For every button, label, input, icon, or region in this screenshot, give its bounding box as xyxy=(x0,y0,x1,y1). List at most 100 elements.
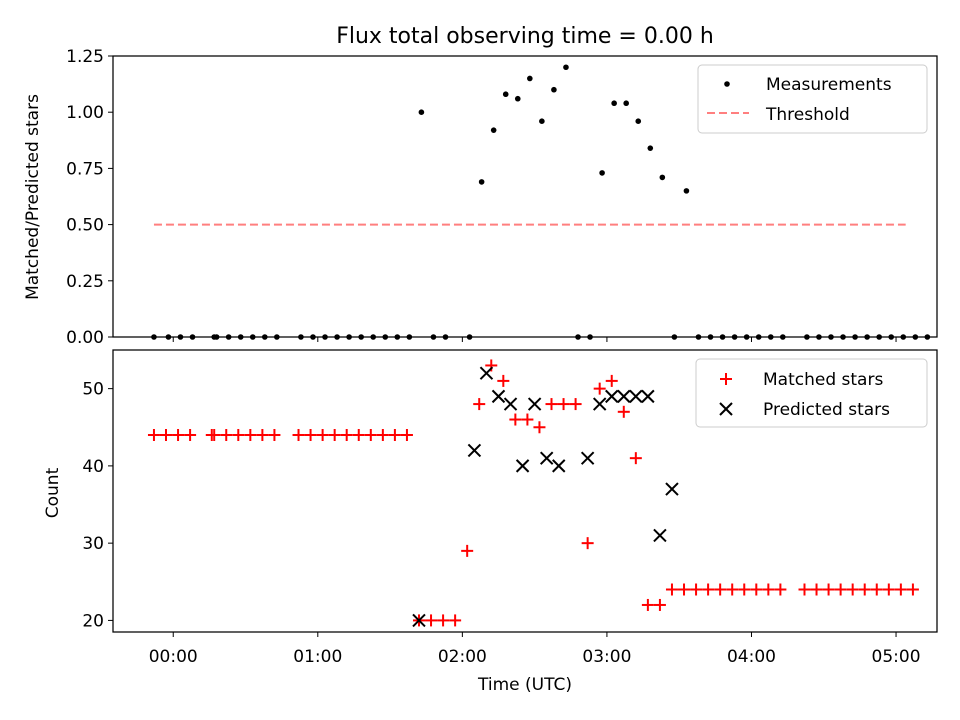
predicted-star-point xyxy=(515,459,530,473)
predicted-star-stroke xyxy=(629,389,643,404)
matched-star-point xyxy=(244,428,257,441)
matched-star-point xyxy=(870,583,883,596)
measurement-point xyxy=(502,91,509,98)
matched-star-point xyxy=(256,428,269,441)
predicted-star-point xyxy=(412,613,426,628)
top-y-tick-label: 1.00 xyxy=(66,103,104,123)
bottom-x-tick-label: 02:00 xyxy=(438,647,487,667)
predicted-star-stroke xyxy=(641,389,655,404)
predicted-star-point xyxy=(552,459,566,473)
predicted-star-stroke xyxy=(552,459,566,473)
matched-star-point xyxy=(400,428,413,441)
matched-star-point xyxy=(702,583,715,596)
predicted-star-point xyxy=(580,451,595,465)
matched-star-point xyxy=(605,374,618,387)
matched-star-point xyxy=(810,583,823,596)
matched-stars-legend-marker xyxy=(720,373,732,385)
matched-star-point xyxy=(653,598,666,611)
top-x-ticks xyxy=(172,337,897,342)
matched-star-point xyxy=(364,428,377,441)
predicted-star-point xyxy=(467,443,482,458)
bottom-plot-frame xyxy=(112,349,938,633)
top-y-tick-label: 1.25 xyxy=(66,47,104,67)
matched-star-point xyxy=(714,583,727,596)
chart-title: Flux total observing time = 0.00 h xyxy=(336,24,714,49)
predicted-star-stroke xyxy=(580,451,595,465)
matched-star-point xyxy=(292,428,305,441)
matched-star-point xyxy=(304,428,317,441)
predicted-stars-legend-marker xyxy=(719,402,733,416)
bottom-y-axis: 20 30 40 50 xyxy=(82,380,113,631)
matched-star-point xyxy=(220,428,233,441)
x-axis-label: Time (UTC) xyxy=(477,675,572,695)
matched-star-point xyxy=(557,398,570,411)
top-y-tick-label: 0.75 xyxy=(66,159,104,179)
predicted-star-stroke xyxy=(605,389,619,404)
matched-star-point xyxy=(665,583,678,596)
matched-star-point xyxy=(388,428,401,441)
measurement-point xyxy=(611,100,617,107)
matched-star-point xyxy=(473,398,486,411)
bottom-y-axis-label: Count xyxy=(43,467,63,518)
matched-star-point xyxy=(160,428,173,441)
top-legend-box xyxy=(697,64,928,134)
bottom-x-axis: 00:00 01:00 02:00 03:00 04:00 05:00 xyxy=(149,632,921,667)
matched-star-point xyxy=(509,413,522,426)
bottom-x-tick-label: 01:00 xyxy=(293,647,342,667)
matched-star-point xyxy=(738,583,751,596)
predicted-star-point xyxy=(592,397,607,411)
bottom-y-tick-label: 20 xyxy=(82,611,104,631)
matched-star-point xyxy=(858,583,871,596)
predicted-star-point xyxy=(629,389,643,404)
matched-star-point xyxy=(762,583,775,596)
matched-star-point xyxy=(268,428,281,441)
bottom-legend: Matched stars Predicted stars xyxy=(695,358,928,428)
matched-star-point xyxy=(678,583,691,596)
matched-star-point xyxy=(569,398,582,411)
measurement-point xyxy=(635,118,642,124)
matched-star-point xyxy=(690,583,703,596)
matched-star-point xyxy=(425,614,438,627)
legend-threshold-label: Threshold xyxy=(765,105,850,125)
measurement-point xyxy=(539,118,545,124)
bottom-x-tick-label: 03:00 xyxy=(582,647,631,667)
measurement-point xyxy=(599,170,605,176)
top-panel: 0.00 0.25 0.50 0.75 1.00 1.25 Matched/Predict… xyxy=(23,47,938,348)
predicted-star-point xyxy=(665,482,679,496)
predicted-star-stroke xyxy=(592,397,607,411)
matched-star-point xyxy=(629,452,642,465)
legend-predicted-stars-label: Predicted stars xyxy=(763,400,890,420)
bottom-x-tick-label: 05:00 xyxy=(872,647,921,667)
bottom-legend-box xyxy=(695,358,928,428)
matched-star-point xyxy=(533,421,546,434)
predicted-star-stroke xyxy=(467,443,482,458)
matched-star-point xyxy=(208,428,221,441)
predicted-star-point xyxy=(539,451,554,465)
predicted-star-point xyxy=(617,389,631,404)
measurement-point xyxy=(683,188,690,194)
top-y-tick-label: 0.00 xyxy=(66,328,104,348)
stars-marks xyxy=(147,359,919,628)
matched-star-point xyxy=(822,583,835,596)
matched-star-point xyxy=(461,544,474,557)
matched-star-point xyxy=(834,583,847,596)
predicted-star-point xyxy=(653,528,667,543)
matched-star-point xyxy=(545,398,558,411)
matched-star-point xyxy=(449,614,462,627)
predicted-star-stroke xyxy=(527,397,542,411)
matched-star-point xyxy=(581,537,594,550)
predicted-star-stroke xyxy=(665,482,679,496)
matched-star-point xyxy=(906,583,919,596)
matched-star-point xyxy=(774,583,787,596)
measurements-legend-marker xyxy=(724,81,730,87)
measurement-point xyxy=(490,127,497,133)
matched-star-point xyxy=(352,428,365,441)
measurement-point xyxy=(623,100,629,107)
matched-star-point xyxy=(376,428,389,441)
matched-star-point xyxy=(316,428,329,441)
matched-star-point xyxy=(798,583,811,596)
top-y-axis: 0.00 0.25 0.50 0.75 1.00 1.25 xyxy=(66,47,113,348)
matched-star-point xyxy=(497,374,510,387)
predicted-star-stroke xyxy=(479,366,494,380)
